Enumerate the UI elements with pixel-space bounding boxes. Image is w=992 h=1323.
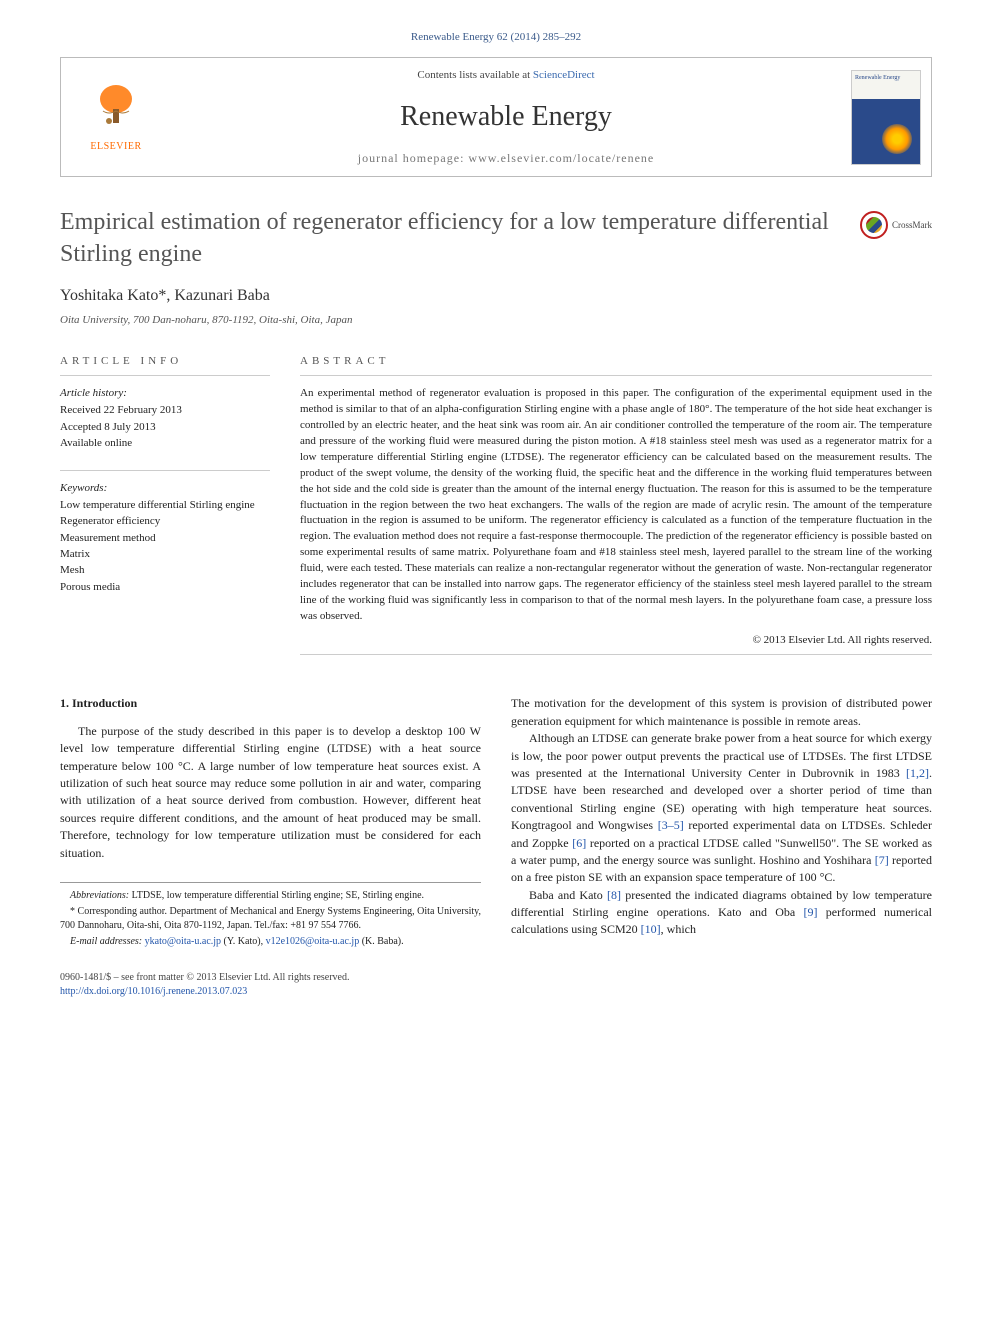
- authors: Yoshitaka Kato*, Kazunari Baba: [60, 285, 932, 307]
- cover-art-icon: [882, 124, 912, 154]
- keyword: Measurement method: [60, 531, 270, 546]
- article-title: Empirical estimation of regenerator effi…: [60, 207, 860, 269]
- article-info-column: ARTICLE INFO Article history: Received 2…: [60, 354, 270, 666]
- citation-ref[interactable]: [9]: [804, 905, 818, 919]
- intro-paragraph: The motivation for the development of th…: [511, 695, 932, 730]
- abstract-copyright: © 2013 Elsevier Ltd. All rights reserved…: [300, 633, 932, 648]
- footer-block: 0960-1481/$ – see front matter © 2013 El…: [60, 971, 932, 999]
- elsevier-text: ELSEVIER: [90, 140, 141, 154]
- cover-title: Renewable Energy: [855, 74, 900, 82]
- abstract-rule: [300, 375, 932, 376]
- info-abstract-row: ARTICLE INFO Article history: Received 2…: [60, 354, 932, 666]
- abbrev-label: Abbreviations:: [70, 890, 129, 901]
- abbrev-text: LTDSE, low temperature differential Stir…: [129, 890, 424, 901]
- journal-name: Renewable Energy: [171, 97, 841, 136]
- body-text-span: Although an LTDSE can generate brake pow…: [511, 731, 932, 780]
- body-text-span: , which: [661, 922, 696, 936]
- intro-paragraph: The purpose of the study described in th…: [60, 723, 481, 862]
- keyword: Matrix: [60, 547, 270, 562]
- crossmark-badge[interactable]: CrossMark: [860, 211, 932, 239]
- email-label: E-mail addresses:: [70, 936, 142, 947]
- elsevier-logo[interactable]: ELSEVIER: [90, 81, 141, 154]
- citation-ref[interactable]: [10]: [641, 922, 661, 936]
- citation-ref[interactable]: [6]: [572, 836, 586, 850]
- cover-thumbnail-area: Renewable Energy: [841, 58, 931, 176]
- contents-prefix: Contents lists available at: [417, 69, 532, 81]
- history-label: Article history:: [60, 386, 270, 401]
- contents-available-line: Contents lists available at ScienceDirec…: [171, 68, 841, 83]
- email-who-1: (Y. Kato),: [221, 936, 266, 947]
- article-info-heading: ARTICLE INFO: [60, 354, 270, 369]
- history-online: Available online: [60, 436, 270, 451]
- citation-ref[interactable]: [1,2]: [906, 766, 929, 780]
- keyword: Porous media: [60, 580, 270, 595]
- homepage-prefix: journal homepage:: [358, 151, 469, 165]
- title-row: Empirical estimation of regenerator effi…: [60, 207, 932, 269]
- doi-link[interactable]: http://dx.doi.org/10.1016/j.renene.2013.…: [60, 986, 247, 997]
- footnotes-block: Abbreviations: LTDSE, low temperature di…: [60, 882, 481, 949]
- intro-paragraph: Although an LTDSE can generate brake pow…: [511, 730, 932, 887]
- crossmark-label: CrossMark: [892, 219, 932, 232]
- journal-homepage-line: journal homepage: www.elsevier.com/locat…: [171, 150, 841, 167]
- abstract-column: ABSTRACT An experimental method of regen…: [300, 354, 932, 666]
- email-line: E-mail addresses: ykato@oita-u.ac.jp (Y.…: [60, 935, 481, 949]
- citation-ref[interactable]: [8]: [607, 888, 621, 902]
- corresponding-author: * Corresponding author. Department of Me…: [60, 905, 481, 933]
- email-link-2[interactable]: v12e1026@oita-u.ac.jp: [266, 936, 360, 947]
- sciencedirect-link[interactable]: ScienceDirect: [533, 69, 595, 81]
- elsevier-tree-icon: [91, 81, 141, 131]
- keywords-block: Keywords: Low temperature differential S…: [60, 470, 270, 596]
- body-text: 1. Introduction The purpose of the study…: [60, 695, 932, 951]
- email-who-2: (K. Baba).: [359, 936, 403, 947]
- keyword: Mesh: [60, 563, 270, 578]
- citation-line: Renewable Energy 62 (2014) 285–292: [60, 30, 932, 45]
- history-received: Received 22 February 2013: [60, 403, 270, 418]
- body-text-span: Baba and Kato: [529, 888, 607, 902]
- publisher-logo-area: ELSEVIER: [61, 58, 171, 176]
- footer-copyright: 0960-1481/$ – see front matter © 2013 El…: [60, 971, 932, 985]
- email-link-1[interactable]: ykato@oita-u.ac.jp: [145, 936, 221, 947]
- affiliation: Oita University, 700 Dan-noharu, 870-119…: [60, 313, 932, 328]
- abstract-heading: ABSTRACT: [300, 354, 932, 369]
- section-heading-intro: 1. Introduction: [60, 695, 481, 712]
- history-accepted: Accepted 8 July 2013: [60, 420, 270, 435]
- journal-header: ELSEVIER Contents lists available at Sci…: [60, 57, 932, 177]
- abstract-bottom-rule: [300, 654, 932, 655]
- intro-paragraph: Baba and Kato [8] presented the indicate…: [511, 887, 932, 939]
- abstract-text: An experimental method of regenerator ev…: [300, 386, 932, 625]
- homepage-url[interactable]: www.elsevier.com/locate/renene: [468, 151, 654, 165]
- keyword: Regenerator efficiency: [60, 514, 270, 529]
- journal-cover-thumbnail[interactable]: Renewable Energy: [851, 70, 921, 165]
- keywords-label: Keywords:: [60, 481, 270, 496]
- keywords-rule: [60, 470, 270, 471]
- keyword: Low temperature differential Stirling en…: [60, 498, 270, 513]
- abbreviations-line: Abbreviations: LTDSE, low temperature di…: [60, 889, 481, 903]
- header-center: Contents lists available at ScienceDirec…: [171, 58, 841, 176]
- info-rule: [60, 375, 270, 376]
- citation-ref[interactable]: [7]: [875, 853, 889, 867]
- crossmark-icon: [860, 211, 888, 239]
- citation-ref[interactable]: [3–5]: [658, 818, 684, 832]
